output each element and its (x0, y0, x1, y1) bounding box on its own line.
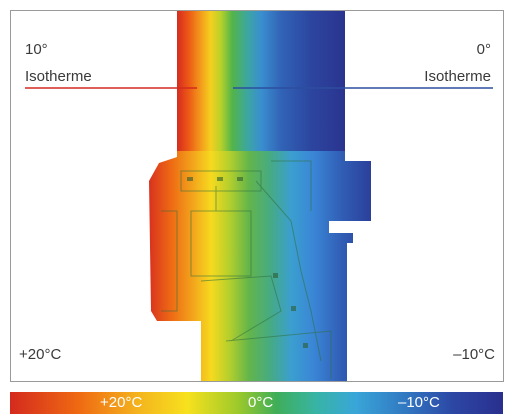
frame-chamber-lines (161, 160, 332, 379)
left-isotherm-label: Isotherme (25, 68, 92, 85)
cold-side-temperature: –10°C (453, 346, 495, 363)
wall-upper (177, 11, 345, 151)
right-isotherm-value: 0° (476, 41, 491, 58)
left-isotherm-value: 10° (25, 41, 48, 58)
right-isotherm-label: Isotherme (424, 68, 491, 85)
warm-side-temperature: +20°C (19, 346, 62, 363)
frame-hardware-dots (187, 177, 308, 348)
window-frame-profile (149, 151, 371, 381)
scale-label-cold: –10°C (398, 394, 440, 411)
temperature-color-scale: +20°C 0°C –10°C (10, 392, 503, 414)
thermal-profile-graphic (25, 11, 493, 381)
thermal-diagram-frame: 10° Isotherme 0° Isotherme +20°C –10°C (10, 10, 504, 382)
scale-label-warm: +20°C (100, 394, 143, 411)
scale-label-zero: 0°C (248, 394, 274, 411)
